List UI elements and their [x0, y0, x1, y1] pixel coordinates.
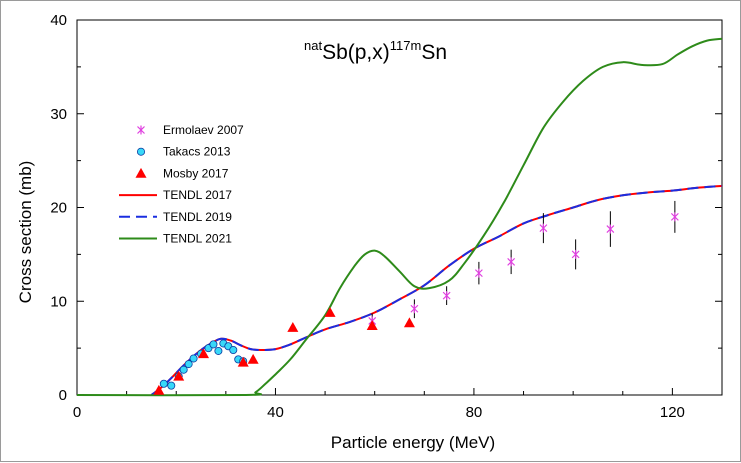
curves — [76, 37, 723, 397]
takacs-2013-point — [209, 340, 218, 349]
ermolaev-2007-point — [571, 249, 580, 259]
tendl-2019-curve — [150, 184, 723, 396]
title-prefix: nat — [304, 38, 322, 53]
tendl-2017-curve — [150, 184, 723, 396]
mosby-2017-point — [153, 384, 165, 395]
mosby-2017-point — [366, 320, 378, 331]
x-tick-label: 40 — [267, 404, 284, 421]
legend-ermolaev-2007-swatch — [137, 125, 145, 135]
mosby-2017-point — [237, 356, 249, 367]
ermolaev-2007-point — [410, 304, 419, 314]
mosby-2017-point — [324, 307, 336, 317]
takacs-2013-point — [214, 346, 223, 355]
ermolaev-2007-point — [606, 224, 615, 234]
y-axis-title: Cross section (mb) — [16, 161, 35, 304]
x-tick-label: 80 — [466, 404, 483, 421]
plot-area-border — [76, 19, 723, 396]
ermolaev-2007-point — [474, 268, 483, 278]
axes: 0 40 80 120 0 10 20 30 40 — [50, 12, 722, 421]
title-suffix: Sn — [421, 41, 447, 64]
takacs-2013-point — [159, 379, 168, 388]
takacs-2013-point — [184, 360, 193, 369]
tendl-2021-curve — [76, 37, 723, 397]
chart-title: natSb(p,x)117mSn — [304, 38, 447, 64]
ermolaev-2007-point — [539, 223, 548, 233]
mosby-2017-point — [198, 348, 210, 359]
title-main: Sb(p,x) — [322, 41, 390, 64]
title-superscript: 117m — [390, 38, 422, 53]
takacs-2013-point — [189, 354, 198, 363]
y-tick-label: 10 — [50, 293, 67, 310]
takacs-2013-point — [179, 365, 188, 374]
mosby-2017-point — [287, 322, 299, 332]
x-axis-title: Particle energy (MeV) — [331, 433, 495, 452]
ermolaev-2007-point — [670, 212, 679, 222]
y-tick-label: 20 — [50, 200, 67, 217]
legend-takacs-2013-label: Takacs 2013 — [163, 145, 231, 159]
legend-ermolaev-2007-label: Ermolaev 2007 — [163, 123, 244, 137]
legend: Ermolaev 2007 Takacs 2013 Mosby 2017 TENDL … — [119, 123, 244, 246]
takacs-2013-point — [229, 345, 238, 354]
x-tick-label: 0 — [73, 404, 81, 421]
legend-takacs-2013-swatch — [136, 147, 145, 156]
legend-mosby-2017-label: Mosby 2017 — [163, 166, 229, 180]
legend-tendl-2017-label: TENDL 2017 — [163, 188, 232, 202]
legend-tendl-2021-label: TENDL 2021 — [163, 232, 232, 246]
mosby-2017-point — [403, 317, 415, 328]
legend-tendl-2019-label: TENDL 2019 — [163, 210, 232, 224]
y-tick-label: 40 — [50, 12, 67, 29]
takacs-2013-point — [167, 381, 176, 390]
ermolaev-2007-point — [507, 257, 516, 267]
y-tick-label: 30 — [50, 106, 67, 123]
data-points — [153, 200, 679, 395]
legend-mosby-2017-swatch — [135, 167, 147, 178]
mosby-2017-point — [247, 353, 259, 364]
x-tick-label: 120 — [660, 404, 685, 421]
y-tick-label: 0 — [59, 387, 67, 404]
mosby-2017-point — [173, 370, 185, 381]
ermolaev-2007-point — [442, 291, 451, 301]
